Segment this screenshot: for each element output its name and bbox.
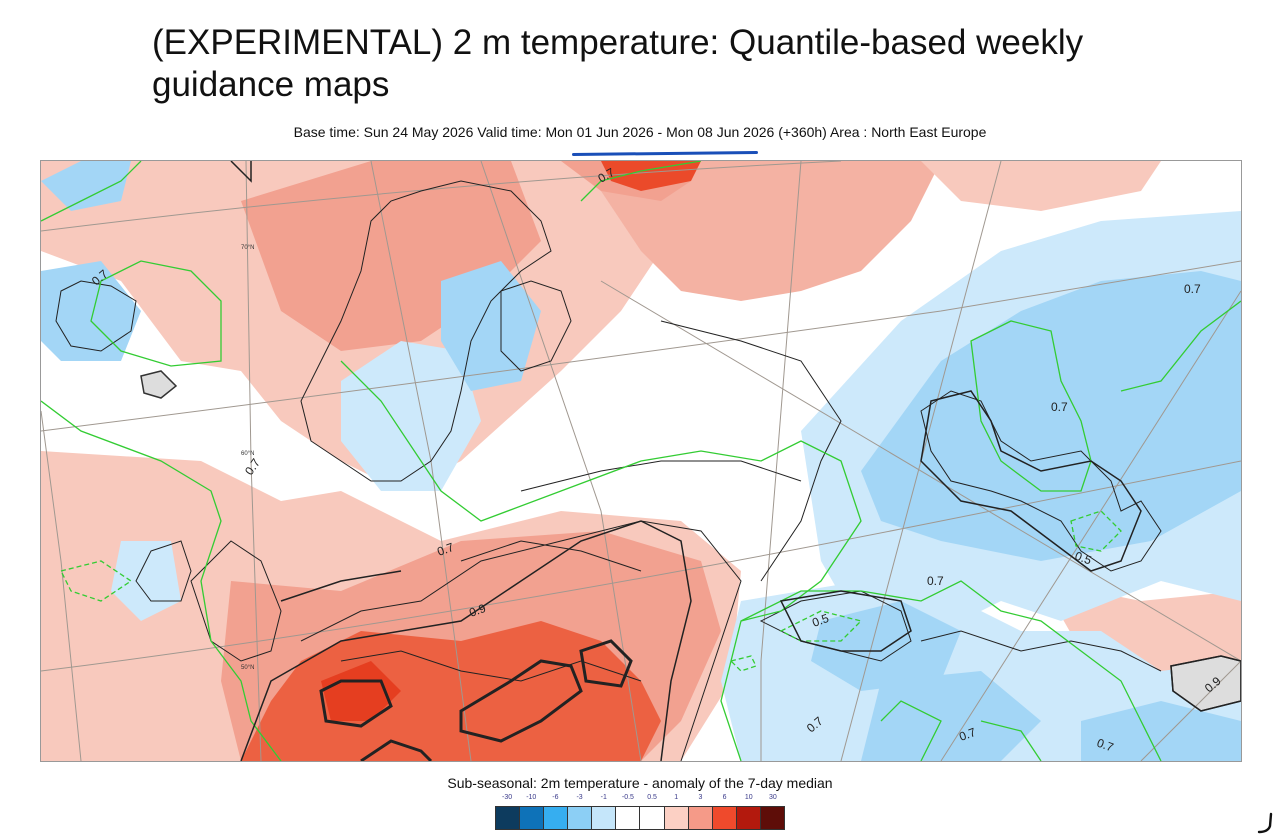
hand-drawn-underline (571, 151, 759, 156)
legend-tick-label: -6 (552, 794, 559, 801)
legend-tick-label: 1 (674, 794, 679, 801)
legend-swatch (544, 807, 569, 829)
legend-swatch (760, 807, 784, 829)
legend-tick-label: 10 (744, 794, 753, 801)
legend-swatch (688, 807, 713, 829)
legend-tick-label: 30 (769, 794, 777, 801)
contour-label: 0.7 (1051, 400, 1068, 414)
legend-swatch (496, 807, 521, 829)
contour-label: 0.5 (1073, 549, 1094, 568)
map-subtitle: Base time: Sun 24 May 2026 Valid time: M… (293, 124, 987, 140)
legend-swatch (640, 807, 665, 829)
temperature-anomaly-map[interactable]: 0.7 0.7 0.7 0.7 0.7 0.7 0.7 0.7 0.7 0.7 … (40, 160, 1242, 762)
contour-labels: 0.7 0.7 0.7 0.7 0.7 0.7 0.7 0.7 0.7 0.7 … (89, 165, 1224, 755)
legend-swatch (520, 807, 545, 829)
grey-patch-iceland (140, 370, 178, 399)
legend-swatch (592, 807, 617, 829)
contour-label: 0.7 (957, 725, 978, 744)
lat-label: 70°N (241, 245, 254, 251)
legend-tick-label: 6 (722, 794, 727, 801)
contour-label: 0.9 (467, 601, 488, 620)
lat-label: 60°N (241, 451, 254, 457)
legend-swatch (664, 807, 689, 829)
legend-swatch (736, 807, 761, 829)
coastlines (55, 180, 1162, 761)
legend-tick-label: -10 (526, 794, 537, 801)
legend-tick-label: 0.5 (647, 794, 657, 801)
legend-tick-label: -3 (576, 794, 583, 801)
strong-warm-anomaly (241, 161, 701, 761)
contour-label: 0.7 (927, 574, 944, 588)
legend-title: Sub-seasonal: 2m temperature - anomaly o… (447, 775, 833, 791)
contour-label: 0.7 (1184, 282, 1201, 296)
legend-swatch (616, 807, 641, 829)
legend-swatch (568, 807, 593, 829)
legend-color-bar (495, 806, 785, 830)
lat-label: 50°N (241, 665, 254, 671)
legend-tick-label: -1 (600, 794, 607, 801)
legend-tick-label: 3 (698, 794, 703, 801)
contour-label: 0.5 (810, 611, 831, 630)
contour-label: 0.7 (1095, 736, 1116, 755)
legend-tick-label: -0.5 (621, 794, 634, 801)
color-legend: -30 -10 -6 -3 -1 -0.5 0.5 1 3 6 10 30 (495, 794, 785, 834)
map-canvas: 0.7 0.7 0.7 0.7 0.7 0.7 0.7 0.7 0.7 0.7 … (41, 161, 1241, 761)
page-title: (EXPERIMENTAL) 2 m temperature: Quantile… (152, 23, 1084, 104)
latitude-labels: 70°N 60°N 50°N (241, 245, 254, 671)
legend-swatch (712, 807, 737, 829)
black-contours (230, 161, 1241, 761)
contour-label: 0.7 (435, 540, 456, 559)
legend-tick-label: -30 (502, 794, 513, 801)
legend-tick-labels: -30 -10 -6 -3 -1 -0.5 0.5 1 3 6 10 30 (495, 794, 785, 804)
pen-mark-icon (1257, 812, 1273, 834)
